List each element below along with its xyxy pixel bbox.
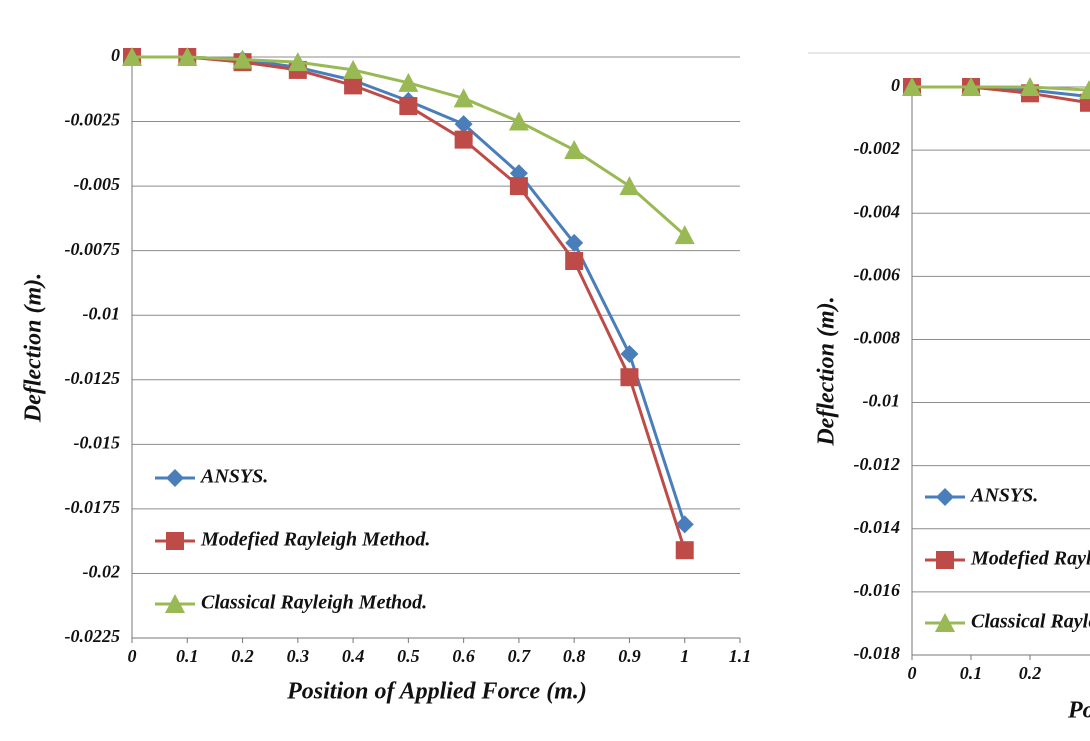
marker <box>564 139 585 159</box>
y-tick-label: -0.006 <box>854 264 901 284</box>
legend-label: Classical Rayleigh Method. <box>201 592 427 614</box>
marker <box>454 130 473 149</box>
marker <box>1020 77 1040 96</box>
x-tick-label: 0.7 <box>508 646 532 666</box>
x-tick-label: 0.1 <box>176 646 199 666</box>
x-tick-label: 0.2 <box>1019 663 1042 683</box>
legend-label: ANSYS. <box>969 485 1038 507</box>
marker <box>961 77 981 96</box>
marker <box>1079 80 1090 100</box>
marker <box>399 97 418 116</box>
marker <box>287 52 308 72</box>
legend-marker <box>936 488 954 506</box>
marker <box>509 177 528 196</box>
y-tick-label: 0 <box>891 75 900 95</box>
y-tick-label: -0.02 <box>83 562 121 582</box>
marker <box>453 88 474 108</box>
marker <box>122 47 142 66</box>
y-tick-label: 0 <box>111 45 120 65</box>
y-axis-title: Deflection (m). <box>21 273 47 423</box>
marker <box>565 233 584 252</box>
marker <box>902 77 922 96</box>
x-tick-label: 1 <box>680 646 689 666</box>
x-tick-label: 0 <box>128 646 137 666</box>
x-tick-label: 1.1 <box>729 646 752 666</box>
y-tick-label: -0.008 <box>854 328 901 348</box>
marker <box>619 176 640 196</box>
marker <box>398 72 419 92</box>
y-tick-label: -0.0075 <box>65 239 121 259</box>
marker <box>508 111 529 131</box>
y-tick-label: -0.014 <box>854 517 901 537</box>
marker <box>343 59 364 79</box>
x-tick-label: 0.8 <box>563 646 586 666</box>
y-tick-label: -0.016 <box>854 580 901 600</box>
series-line <box>132 55 687 525</box>
y-tick-label: -0.018 <box>854 643 901 663</box>
y-tick-label: -0.0025 <box>65 110 121 130</box>
legend-label: Modefied Rayleigh Method. <box>200 529 430 551</box>
y-axis-title: Deflection (m). <box>814 296 840 446</box>
y-tick-label: -0.0225 <box>65 626 121 646</box>
y-tick-label: -0.01 <box>863 391 901 411</box>
legend-label: ANSYS. <box>199 466 268 488</box>
x-tick-label: 0 <box>908 663 917 683</box>
marker <box>674 225 695 245</box>
marker <box>1080 93 1090 112</box>
marker <box>565 251 584 270</box>
y-tick-label: -0.015 <box>74 432 121 452</box>
marker <box>177 47 198 66</box>
legend-label: Modefied Rayleigh Method. <box>970 548 1090 570</box>
x-tick-label: 0.6 <box>452 646 475 666</box>
x-tick-label: 0.3 <box>287 646 310 666</box>
x-tick-label: 0.1 <box>960 663 983 683</box>
y-tick-label: -0.004 <box>854 201 901 221</box>
y-tick-label: -0.005 <box>74 174 121 194</box>
x-tick-label: 0.5 <box>397 646 420 666</box>
x-tick-label: 0.9 <box>618 646 641 666</box>
y-tick-label: -0.0175 <box>65 497 121 517</box>
x-tick-label: 0.2 <box>231 646 254 666</box>
legend-label: Classical Rayleigh Method. <box>971 611 1090 633</box>
marker <box>232 49 253 69</box>
marker <box>675 541 694 560</box>
marker <box>675 515 694 534</box>
marker <box>344 76 363 95</box>
legend-marker <box>935 613 955 632</box>
y-tick-label: -0.012 <box>854 454 901 474</box>
x-tick-label: 0.4 <box>342 646 365 666</box>
series-line <box>912 85 1090 92</box>
marker <box>454 115 473 134</box>
x-axis-title: Position of Applied Force (m.) <box>1067 698 1090 724</box>
y-tick-label: -0.0125 <box>65 368 121 388</box>
x-axis-title: Position of Applied Force (m.) <box>286 679 587 705</box>
legend-marker <box>166 532 184 550</box>
marker <box>620 344 639 363</box>
y-tick-label: -0.01 <box>83 303 121 323</box>
y-tick-label: -0.002 <box>854 138 901 158</box>
marker <box>620 368 639 387</box>
legend-marker <box>936 551 954 569</box>
legend-marker <box>166 469 184 487</box>
legend-marker <box>165 594 185 613</box>
